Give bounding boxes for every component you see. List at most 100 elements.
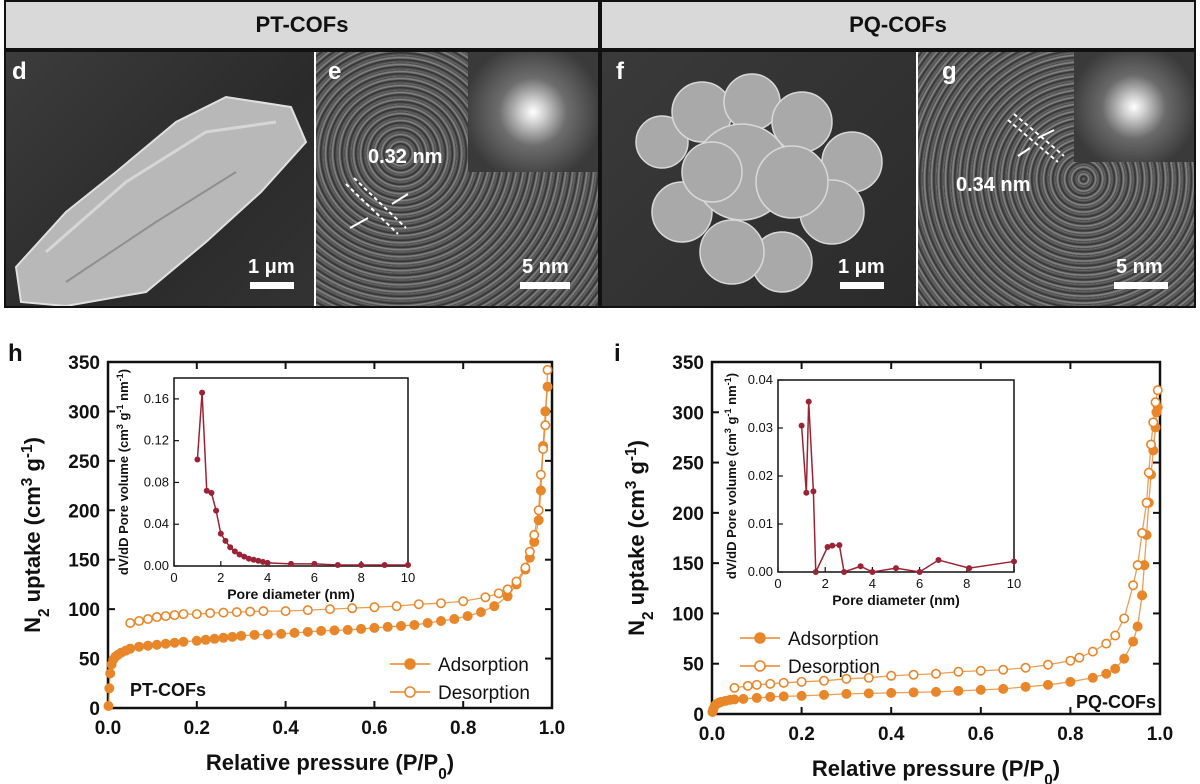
data-point-desorption — [435, 598, 446, 609]
data-point-desorption — [511, 576, 522, 587]
data-point-adsorption — [1119, 653, 1130, 664]
scale-bar-d — [250, 282, 294, 289]
y-tick-label: 300 — [672, 403, 704, 424]
inset-data-point — [199, 389, 206, 396]
data-point-adsorption — [151, 639, 162, 650]
hrtem-image-pt-cofs: e 0.32 nm 5 nm — [316, 52, 598, 306]
data-point-desorption — [535, 469, 546, 480]
data-point-desorption — [1128, 580, 1139, 591]
data-point-adsorption — [104, 683, 115, 694]
data-point-desorption — [520, 562, 531, 573]
data-point-desorption — [998, 664, 1009, 675]
data-point-desorption — [1143, 467, 1154, 478]
inset-data-point — [227, 544, 234, 551]
data-point-desorption — [863, 672, 874, 683]
panel-label-i: i — [614, 340, 621, 367]
data-point-desorption — [1087, 646, 1098, 657]
fft-inset-e — [468, 52, 598, 172]
data-point-desorption — [480, 592, 491, 603]
panel-label-g: g — [942, 58, 957, 85]
data-point-adsorption — [316, 625, 327, 636]
isotherm-chart-pq-cofs: 0.0 0.2 0.4 0.6 0.8 1.0050100150200250300350R… — [623, 353, 1174, 784]
data-point-desorption — [538, 443, 549, 454]
panel-label-e: e — [328, 58, 342, 85]
plot-frame — [106, 360, 554, 710]
data-point-adsorption — [249, 629, 260, 640]
data-point-adsorption — [449, 614, 460, 625]
data-point-adsorption — [953, 685, 964, 696]
x-tick-label: 0.8 — [1057, 724, 1083, 745]
scale-bar-e — [520, 282, 570, 289]
inset-data-point — [217, 530, 224, 537]
inset-data-point — [381, 561, 388, 568]
y-tick-label: 200 — [672, 504, 704, 525]
data-point-adsorption — [396, 620, 407, 631]
data-point-desorption — [930, 668, 941, 679]
y-axis-label: N2 uptake (cm3 g-1) — [19, 437, 53, 633]
data-point-desorption — [205, 608, 216, 619]
y-tick-label: 100 — [672, 604, 704, 625]
data-point-adsorption — [738, 693, 749, 704]
x-axis-label: Relative pressure (P/P0) — [812, 756, 1060, 784]
data-point-adsorption — [289, 627, 300, 638]
sem-image-pq-cofs: f 1 μm — [602, 52, 916, 306]
data-point-desorption — [231, 607, 242, 618]
inset-frame — [777, 379, 1015, 573]
data-point-desorption — [841, 673, 852, 684]
data-point-desorption — [540, 420, 551, 431]
legend-marker — [754, 632, 766, 644]
data-point-adsorption — [409, 619, 420, 630]
inset-data-point — [803, 489, 810, 496]
data-point-adsorption — [535, 485, 546, 496]
data-point-adsorption — [796, 690, 807, 701]
data-point-desorption — [347, 603, 358, 614]
inset-data-point — [250, 556, 257, 563]
data-point-adsorption — [262, 629, 273, 640]
data-point-adsorption — [105, 668, 116, 679]
inset-data-point — [222, 537, 229, 544]
scale-label-f: 1 μm — [838, 256, 885, 278]
inset-data-point — [358, 561, 365, 568]
lattice-spacing-g: 0.34 nm — [956, 174, 1031, 196]
sem-image-pt-cofs: d 1 μm — [6, 52, 314, 306]
inset-data-point — [829, 542, 836, 549]
lattice-spacing-e: 0.32 nm — [368, 146, 443, 168]
x-tick-label: 0.2 — [788, 724, 814, 745]
x-tick-label: 0.4 — [272, 718, 299, 739]
data-point-desorption — [258, 606, 269, 617]
x-axis-label: Relative pressure (P/P0) — [206, 750, 454, 783]
data-point-desorption — [886, 670, 897, 681]
data-point-desorption — [1141, 497, 1152, 508]
data-point-adsorption — [276, 628, 287, 639]
data-point-desorption — [151, 612, 162, 623]
data-point-adsorption — [103, 701, 114, 712]
inset-data-point — [824, 544, 831, 551]
x-tick-label: 0.6 — [968, 724, 994, 745]
data-point-adsorption — [142, 640, 153, 651]
data-point-adsorption — [462, 611, 473, 622]
data-point-adsorption — [369, 622, 380, 633]
data-point-desorption — [1110, 630, 1121, 641]
data-point-desorption — [302, 605, 313, 616]
micrograph-frame-left — [4, 50, 600, 308]
inset-data-point — [1011, 558, 1017, 565]
data-point-desorption — [142, 614, 153, 625]
inset-y-tick-label: 0.04 — [748, 372, 773, 387]
data-point-adsorption — [1128, 636, 1139, 647]
data-point-desorption — [391, 601, 402, 612]
inset-x-axis-label: Pore diameter (nm) — [227, 586, 355, 602]
y-axis-label: N2 uptake (cm3 g-1) — [623, 440, 657, 636]
data-point-desorption — [1146, 439, 1157, 450]
inset-y-tick-label: 0.01 — [748, 516, 773, 531]
data-point-adsorption — [1087, 672, 1098, 683]
data-point-desorption — [369, 602, 380, 613]
data-point-desorption — [1150, 397, 1161, 408]
micrograph-frame-right — [600, 50, 1196, 308]
data-point-desorption — [1119, 613, 1130, 624]
legend-marker — [404, 686, 416, 698]
data-point-desorption — [908, 669, 919, 680]
data-point-adsorption — [475, 607, 486, 618]
inset-data-point — [245, 555, 252, 562]
data-point-desorption — [778, 677, 789, 688]
x-tick-label: 0.6 — [361, 718, 387, 739]
